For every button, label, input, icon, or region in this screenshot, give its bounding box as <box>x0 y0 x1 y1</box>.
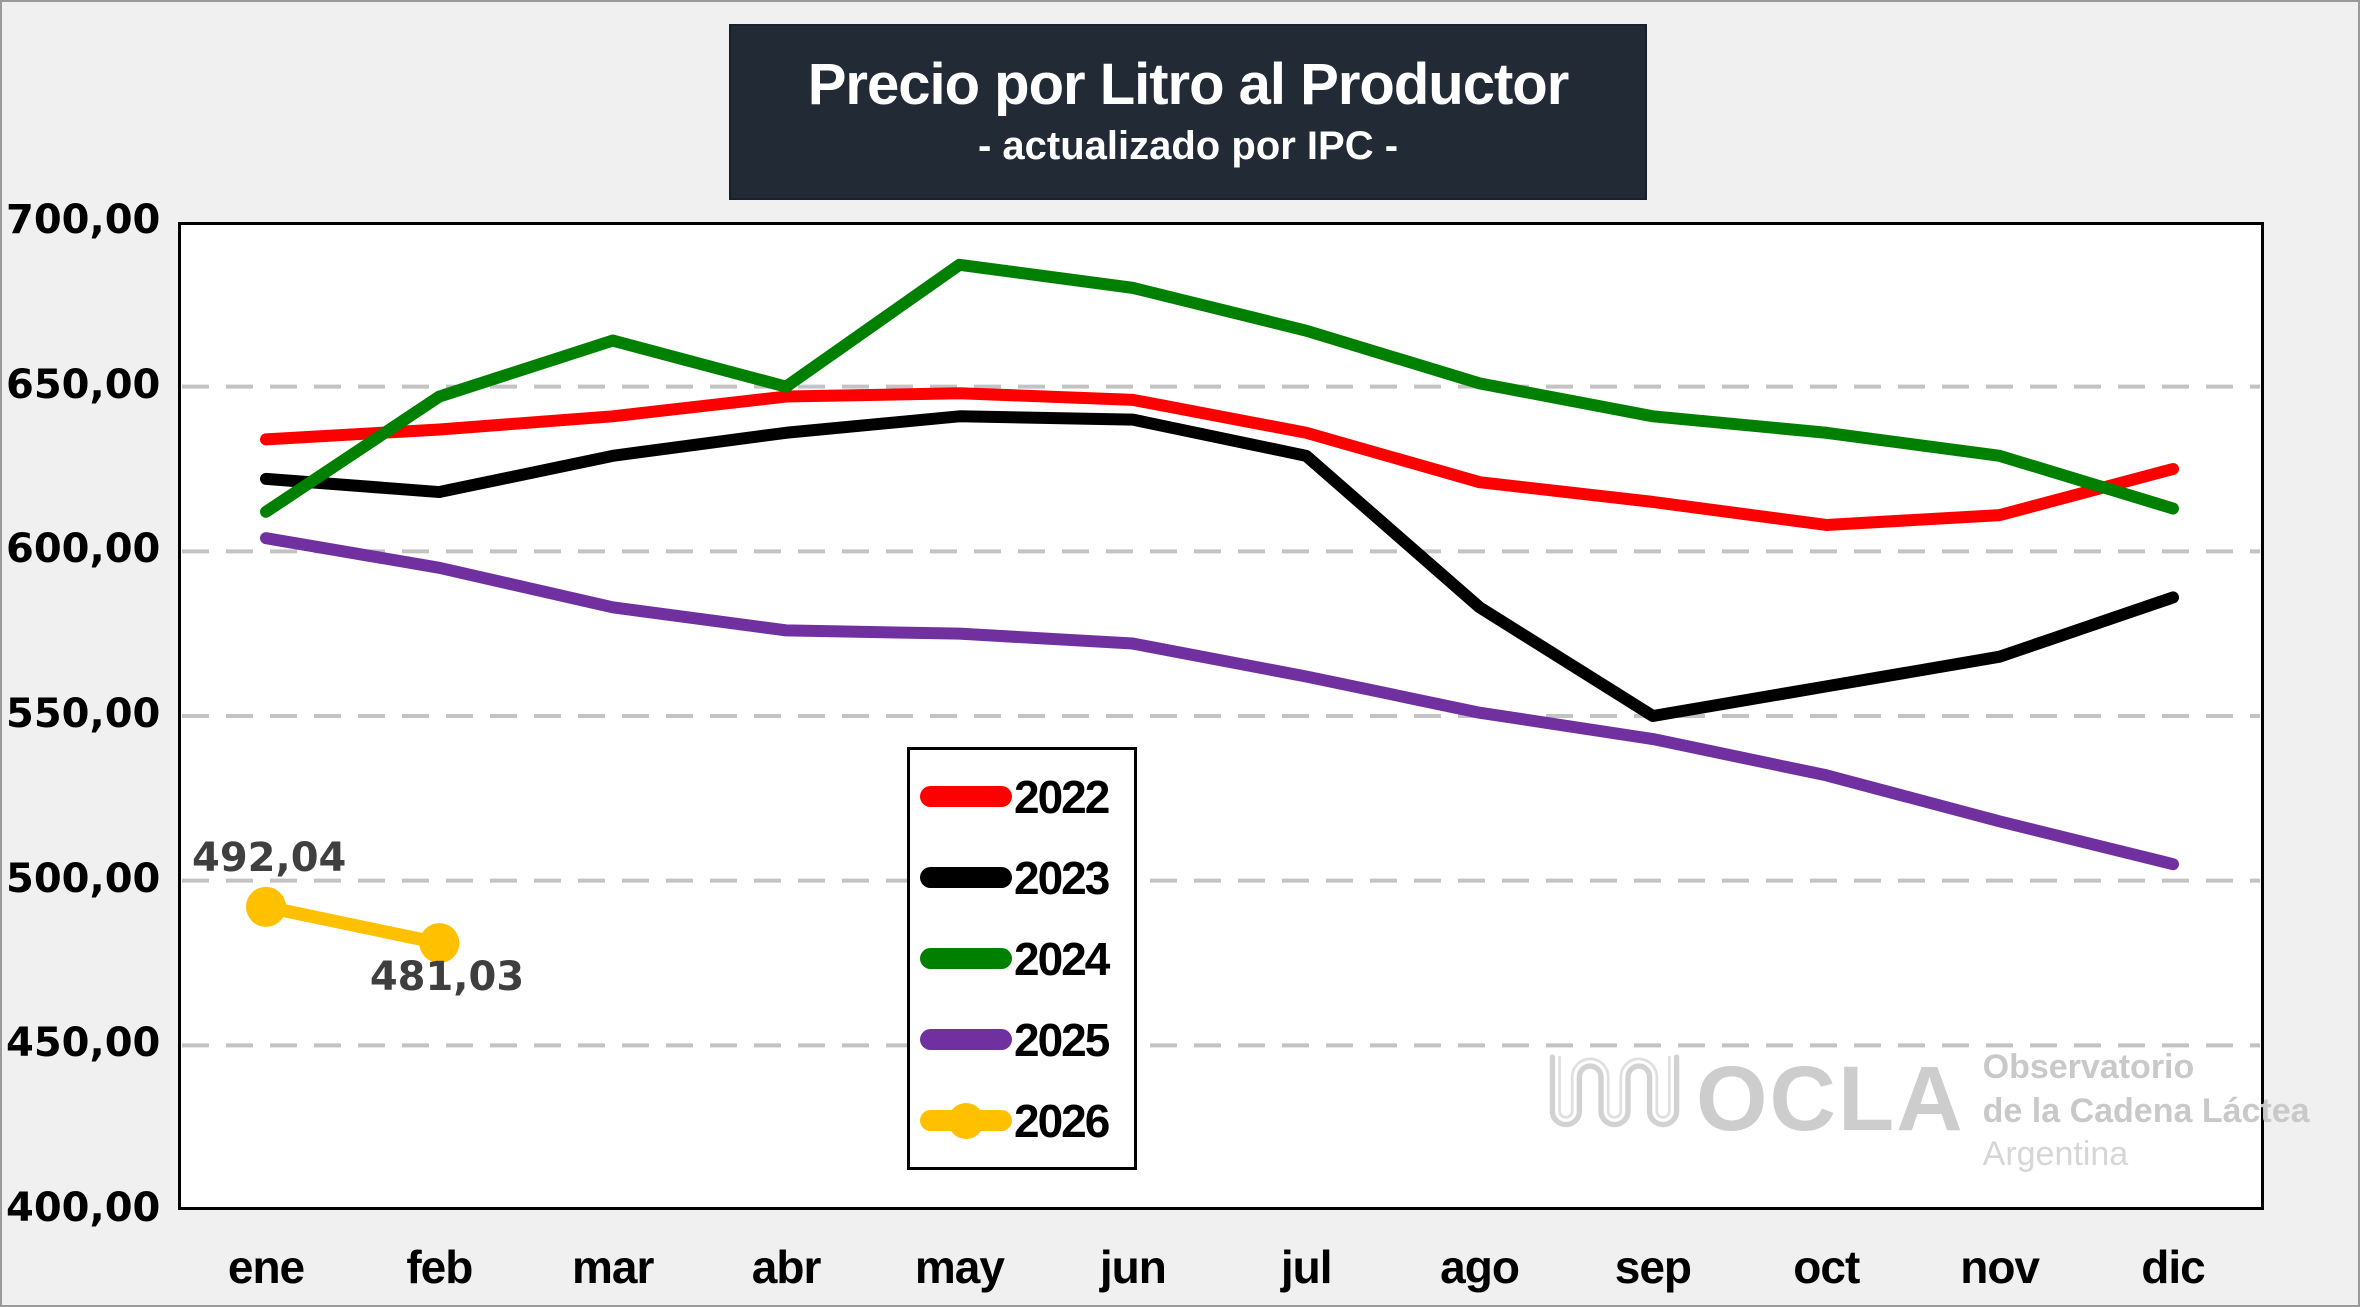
legend-item-2026: 2026 <box>910 1094 1134 1148</box>
x-tick-label-abr: abr <box>751 1241 822 1293</box>
legend-marker-dot-2026 <box>948 1102 984 1139</box>
legend-swatch-2025 <box>920 1029 1012 1050</box>
x-tick-label-sep: sep <box>1614 1241 1692 1293</box>
chart-subtitle: - actualizado por IPC - <box>977 123 1399 168</box>
y-tick-label-550: 550,00 <box>6 691 161 737</box>
ocla-logo-icon <box>1549 1054 1680 1128</box>
legend-swatch-2026 <box>920 1102 1012 1139</box>
y-tick-label-500: 500,00 <box>6 855 161 902</box>
data-label-2026-ene: 492,04 <box>192 835 347 881</box>
legend-label-2022: 2022 <box>1014 770 1110 823</box>
watermark-brand: OCLA <box>1696 1048 1965 1150</box>
y-tick-label-400: 400,00 <box>6 1185 161 1231</box>
legend-item-2023: 2023 <box>910 851 1134 905</box>
data-label-2026-feb: 481,03 <box>369 954 525 1000</box>
chart-title: Precio por Litro al Productor <box>807 52 1570 118</box>
legend-label-2024: 2024 <box>1014 932 1110 985</box>
watermark-line3: Argentina <box>1982 1135 2129 1174</box>
legend-label-2025: 2025 <box>1014 1013 1110 1066</box>
legend-label-2023: 2023 <box>1014 851 1110 904</box>
watermark: OCLA Observatorio de la Cadena Láctea Ar… <box>1547 1042 2310 1177</box>
x-tick-label-dic: dic <box>2141 1241 2205 1293</box>
legend: 2022 2023 2024 2025 2026 <box>907 747 1137 1170</box>
y-tick-label-600: 600,00 <box>6 526 161 573</box>
x-tick-label-feb: feb <box>406 1241 473 1293</box>
x-tick-label-jun: jun <box>1099 1241 1167 1293</box>
legend-item-2024: 2024 <box>910 932 1134 986</box>
legend-item-2025: 2025 <box>910 1013 1134 1067</box>
x-tick-label-ago: ago <box>1440 1241 1520 1293</box>
watermark-line1: Observatorio <box>1982 1048 2195 1086</box>
legend-swatch-2024 <box>920 948 1012 969</box>
x-tick-label-nov: nov <box>1960 1241 2040 1293</box>
x-tick-label-mar: mar <box>572 1241 654 1293</box>
legend-label-2026: 2026 <box>1014 1094 1110 1147</box>
y-tick-label-650: 650,00 <box>6 361 161 408</box>
x-tick-label-may: may <box>914 1241 1005 1293</box>
legend-item-2022: 2022 <box>910 770 1134 824</box>
chart-title-box: Precio por Litro al Productor - actualiz… <box>729 24 1647 200</box>
legend-swatch-2023 <box>920 867 1012 888</box>
x-tick-label-oct: oct <box>1793 1241 1860 1293</box>
x-tick-label-ene: ene <box>227 1241 305 1293</box>
watermark-text: Observatorio de la Cadena Láctea Argenti… <box>1983 1046 2310 1177</box>
y-tick-label-700: 700,00 <box>6 197 161 243</box>
y-tick-label-450: 450,00 <box>6 1020 161 1067</box>
legend-swatch-2022 <box>920 786 1012 807</box>
watermark-line2: de la Cadena Láctea <box>1982 1091 2310 1130</box>
x-tick-label-jul: jul <box>1280 1241 1333 1293</box>
